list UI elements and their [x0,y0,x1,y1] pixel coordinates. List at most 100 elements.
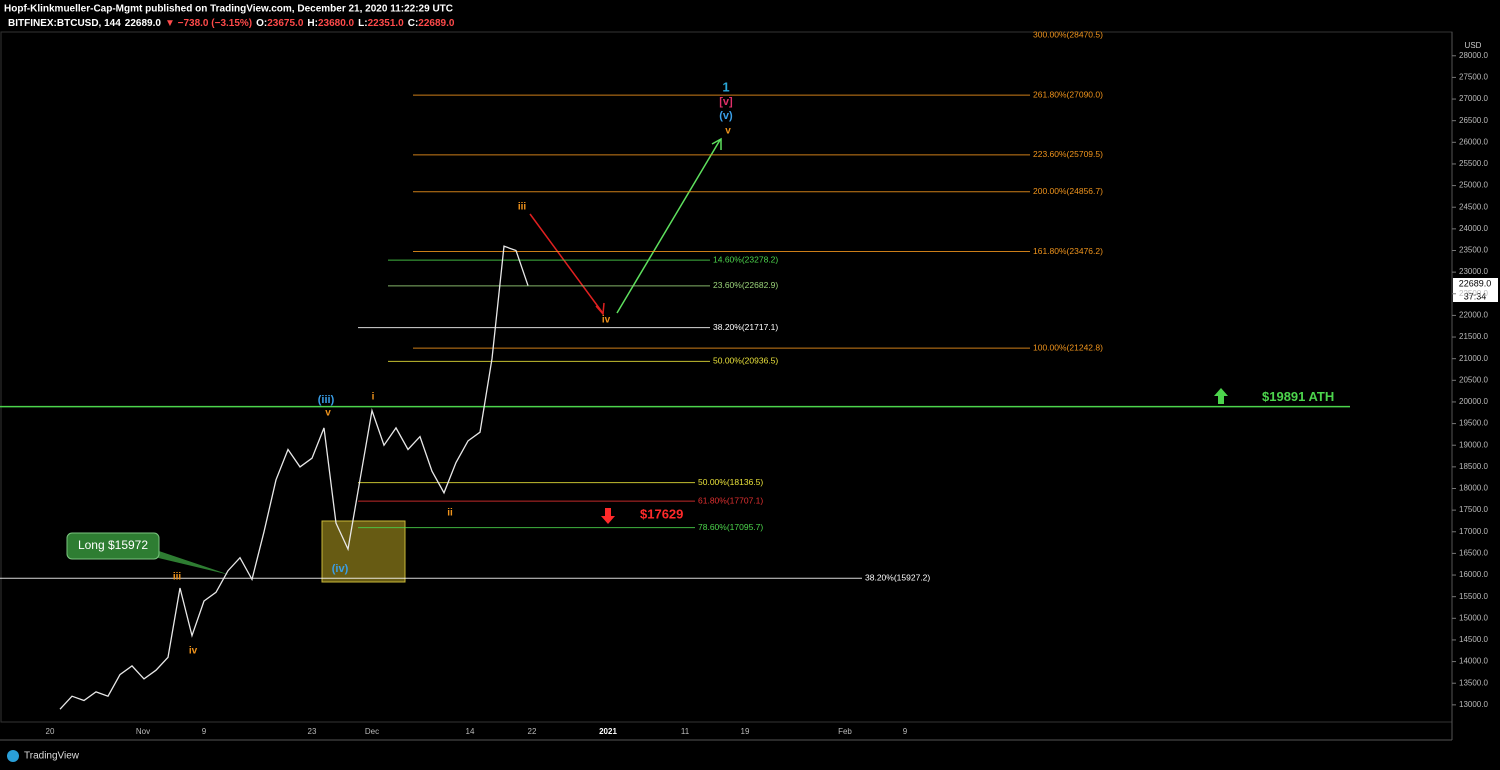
x-tick-label: 11 [681,727,690,736]
change: ▼ −738.0 (−3.15%) [165,18,252,29]
y-tick-label: 17500.0 [1459,505,1488,514]
arrow-head [711,137,722,150]
y-tick-label: 20500.0 [1459,375,1488,384]
x-tick-label: 9 [202,727,207,736]
callout-box [66,532,160,560]
x-tick-label: 2021 [599,727,617,736]
fib-label: 38.20%(15927.2) [865,572,930,582]
last-price: 22689.0 [125,18,162,29]
ohlc-key: H: [307,18,318,29]
y-tick-label: 19500.0 [1459,419,1488,428]
ohlc-value: 23680.0 [318,18,355,29]
wave-label: 1 [722,79,729,94]
wave-label: i [372,392,375,403]
ohlc-key: C: [408,18,419,29]
y-tick-label: 25500.0 [1459,159,1488,168]
y-tick-label: 14500.0 [1459,635,1488,644]
fib-label: 61.80%(17707.1) [698,495,763,505]
y-tick-label: 23500.0 [1459,246,1488,255]
brand-logo [7,750,19,762]
y-tick-label: 13500.0 [1459,678,1488,687]
wave-label: iii [173,572,182,583]
y-tick-label: 14000.0 [1459,657,1488,666]
fib-label: 223.60%(25709.5) [1033,149,1103,159]
ohlc-value: 23675.0 [267,18,304,29]
x-tick-label: Feb [838,727,852,736]
arrow-up [616,139,721,314]
y-tick-label: 27000.0 [1459,94,1488,103]
fib-label: 78.60%(17095.7) [698,522,763,532]
symbol: BITFINEX:BTCUSD, 144 [8,18,121,29]
wave-label: [v] [719,96,733,108]
ohlc-value: 22689.0 [418,18,455,29]
x-tick-label: 19 [741,727,750,736]
fib-label: 14.60%(23278.2) [713,254,778,264]
y-tick-label: 21000.0 [1459,354,1488,363]
wave-label: (iv) [332,563,349,575]
fib-label: 23.60%(22682.9) [713,280,778,290]
y-tick-label: 16500.0 [1459,549,1488,558]
support-arrow-icon [601,508,615,524]
wave-label: v [325,408,331,419]
arrow-head [595,302,605,316]
y-tick-label: 26000.0 [1459,137,1488,146]
x-tick-label: 14 [466,727,475,736]
y-tick-label: 22000.0 [1459,311,1488,320]
wave-label: iv [602,315,611,326]
y-tick-label: 18000.0 [1459,484,1488,493]
y-tick-label: 18500.0 [1459,462,1488,471]
y-tick-label: 21500.0 [1459,332,1488,341]
y-tick-label: 19000.0 [1459,440,1488,449]
wave-label: iv [189,646,198,657]
wave-label: (iii) [318,394,335,406]
currency: USD [1465,41,1482,50]
callout-pointer [150,548,230,575]
ohlc-key: L: [358,18,367,29]
x-tick-label: 22 [528,727,537,736]
ohlc-value: 22351.0 [368,18,405,29]
wave-label: v [725,126,731,137]
fib-label: 161.80%(23476.2) [1033,246,1103,256]
fib-label: 300.00%(28470.5) [1033,30,1103,40]
y-tick-label: 24500.0 [1459,202,1488,211]
ath-label: $19891 ATH [1262,389,1334,404]
y-tick-label: 15000.0 [1459,613,1488,622]
y-tick-label: 23000.0 [1459,267,1488,276]
header-title: Hopf-Klinkmueller-Cap-Mgmt published on … [4,4,453,15]
y-tick-label: 26500.0 [1459,116,1488,125]
y-tick-label: 17000.0 [1459,527,1488,536]
x-tick-label: Nov [136,727,150,736]
x-tick-label: Dec [365,727,379,736]
fib-label: 100.00%(21242.8) [1033,342,1103,352]
price-tag-box [1453,278,1498,290]
y-tick-label: 20000.0 [1459,397,1488,406]
fib-label: 200.00%(24856.7) [1033,186,1103,196]
wave-label: ii [447,508,453,519]
fib-label: 50.00%(20936.5) [713,356,778,366]
zone-box [321,520,406,583]
arrow-down [529,213,603,313]
callout-text: Long $15972 [78,538,148,552]
x-tick-label: 20 [46,727,55,736]
y-tick-label: 13000.0 [1459,700,1488,709]
x-tick-label: 9 [903,727,908,736]
countdown-box [1453,290,1498,302]
wave-label: iii [518,202,527,213]
y-tick-label: 28000.0 [1459,51,1488,60]
y-tick-label: 27500.0 [1459,73,1488,82]
brand: TradingView [24,751,80,762]
ohlc-key: O: [256,18,267,29]
support-label: $17629 [640,506,683,521]
y-tick-label: 25000.0 [1459,181,1488,190]
countdown: 37:34 [1464,291,1487,301]
fib-label: 50.00%(18136.5) [698,477,763,487]
ath-arrow-icon [1214,388,1228,404]
price-line [59,245,529,710]
x-tick-label: 23 [308,727,317,736]
price-tag: 22689.0 [1459,278,1492,288]
y-tick-label: 24000.0 [1459,224,1488,233]
fib-label: 38.20%(21717.1) [713,322,778,332]
wave-label: (v) [719,110,733,122]
